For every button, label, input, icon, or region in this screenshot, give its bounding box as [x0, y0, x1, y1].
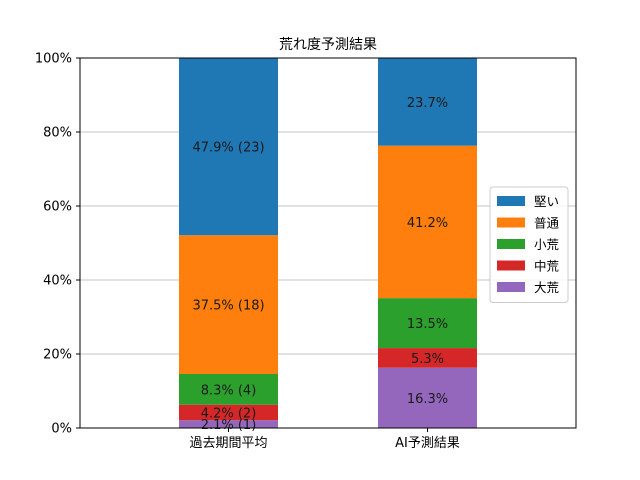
- chart-title: 荒れ度予測結果: [279, 37, 377, 53]
- plot-frame: [79, 57, 577, 429]
- bar-segment: [179, 373, 278, 405]
- x-tick-label: AI予測結果: [395, 436, 460, 451]
- y-tick-label: 40%: [43, 274, 72, 289]
- y-tick-label: 20%: [43, 348, 72, 363]
- data-label: 13.5%: [407, 317, 448, 332]
- legend-label: 大荒: [534, 280, 559, 295]
- y-tick-label: 60%: [43, 200, 72, 215]
- bars: [179, 58, 477, 428]
- bar-segment: [378, 367, 477, 428]
- x-axis: 過去期間平均 AI予測結果: [189, 428, 460, 451]
- bar-segment: [179, 58, 278, 236]
- data-label: 2.1% (1): [201, 418, 257, 433]
- bar-segment: [378, 348, 477, 368]
- data-label: 47.9% (23): [192, 141, 264, 156]
- y-tick-label: 100%: [35, 52, 72, 67]
- x-tick-label: 過去期間平均: [189, 436, 267, 451]
- bar-segment: [378, 145, 477, 299]
- y-tick-label: 80%: [43, 126, 72, 141]
- segment-labels: 2.1% (1)4.2% (2) 8.3% (4) 37.5% (18) 47.9% …: [192, 96, 448, 433]
- legend-label: 堅い: [534, 194, 559, 209]
- data-label: 8.3% (4): [201, 383, 257, 398]
- bar-segment: [378, 298, 477, 349]
- data-label: 4.2% (2): [201, 406, 257, 421]
- legend-swatch: [497, 282, 525, 292]
- legend-box: [489, 186, 569, 303]
- bar-segment: [378, 58, 477, 146]
- legend-swatch: [497, 239, 525, 249]
- legend-label: 小荒: [534, 237, 559, 252]
- y-tick-label: 0%: [51, 422, 72, 437]
- data-label: 41.2%: [407, 216, 448, 231]
- bar-segment: [179, 404, 278, 421]
- legend-swatch: [497, 196, 525, 206]
- bar-segment: [179, 420, 278, 428]
- bar-segment: [179, 235, 278, 374]
- data-label: 23.7%: [407, 96, 448, 111]
- legend-label: 中荒: [534, 259, 559, 274]
- legend-label: 普通: [534, 216, 560, 231]
- data-label: 16.3%: [407, 392, 448, 407]
- data-label: 5.3%: [411, 352, 444, 367]
- legend-swatch: [497, 260, 525, 271]
- y-axis: 0% 20% 40% 60% 80% 100%: [35, 52, 80, 437]
- legend-swatch: [497, 217, 525, 228]
- data-label: 37.5% (18): [192, 299, 264, 314]
